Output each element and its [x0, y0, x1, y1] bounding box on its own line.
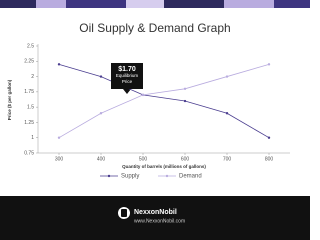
legend-label: Demand	[179, 174, 202, 180]
x-tick-label: 800	[265, 156, 274, 162]
annotation: $1.70 Equilibrium Price	[111, 63, 143, 89]
y-tick-label: 1.25	[24, 120, 34, 126]
x-tick-label: 500	[139, 156, 148, 162]
y-tick-label: 1.5	[27, 104, 34, 110]
point	[183, 99, 187, 103]
point	[225, 75, 229, 78]
y-tick-label: 0.75	[24, 150, 34, 156]
footer-brand: NexxonNobil	[134, 209, 177, 216]
x-tick-label: 300	[55, 156, 64, 162]
chart-title: Oil Supply & Demand Graph	[79, 21, 230, 35]
page: Oil Supply & Demand Graph Price ($ per g…	[0, 0, 310, 240]
point	[225, 112, 229, 115]
series-line	[58, 63, 270, 139]
legend-label: Supply	[121, 174, 139, 180]
series-line	[58, 63, 270, 139]
y-tick-label: 1	[31, 135, 34, 141]
annotation-text: Equilibrium Price	[115, 73, 139, 84]
x-axis-label: Quantity of barrels (millions of gallons…	[122, 164, 206, 169]
y-axis-label: Price ($ per gallon)	[7, 79, 12, 120]
x-tick-label: 400	[97, 156, 106, 162]
legend-marker	[107, 174, 111, 178]
y-tick-label: 1.75	[24, 89, 34, 95]
annotation-label: $1.70	[118, 66, 136, 73]
chart: Oil Supply & Demand Graph Price ($ per g…	[0, 0, 310, 240]
point	[267, 136, 271, 139]
point	[99, 112, 103, 115]
point	[57, 136, 61, 139]
point	[267, 63, 271, 66]
y-tick-label: 2	[31, 74, 34, 80]
y-tick-label: 2.5	[27, 43, 34, 49]
legend-marker	[165, 174, 169, 178]
x-tick-label: 700	[223, 156, 232, 162]
point	[141, 93, 145, 97]
footer-url: www.NexxonNobil.com	[134, 218, 185, 224]
y-tick-label: 2.25	[24, 59, 34, 65]
point	[57, 63, 61, 66]
point	[99, 75, 103, 78]
point	[183, 87, 187, 91]
x-tick-label: 600	[181, 156, 190, 162]
